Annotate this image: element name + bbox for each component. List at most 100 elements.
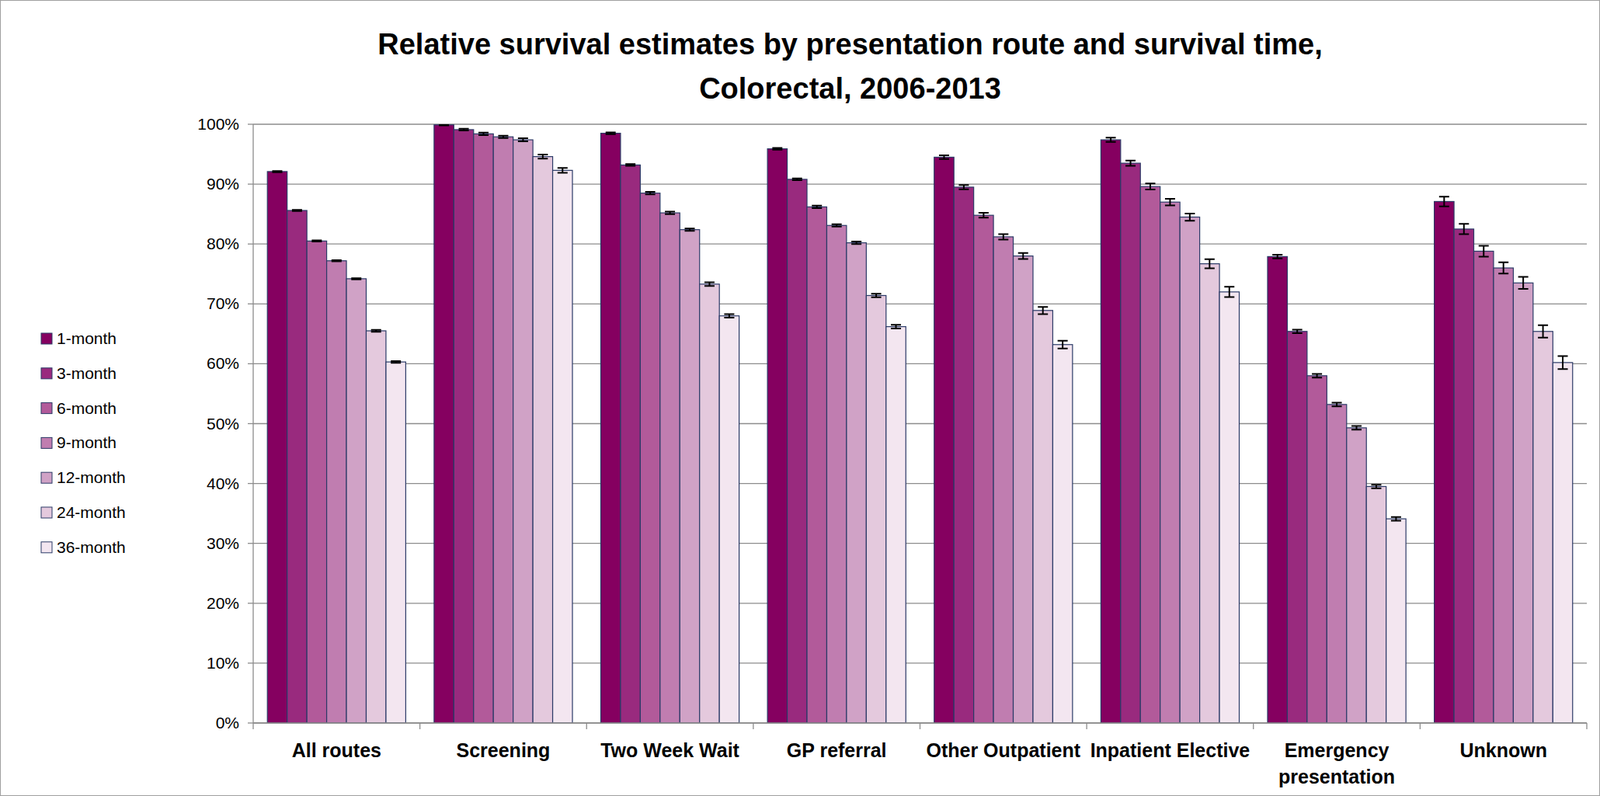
error-bar — [1057, 340, 1068, 349]
error-bar — [1165, 198, 1176, 206]
bar — [1307, 375, 1327, 724]
y-tick — [247, 303, 254, 305]
error-bar — [311, 240, 322, 243]
error-bar — [1292, 329, 1303, 334]
legend-swatch — [41, 472, 53, 484]
error-bar — [459, 128, 470, 131]
bar — [600, 133, 620, 724]
y-tick — [247, 722, 254, 724]
bar — [434, 125, 454, 724]
bar — [1366, 486, 1386, 724]
legend-swatch — [41, 542, 53, 554]
error-bar — [1458, 223, 1469, 234]
x-tick — [586, 723, 588, 730]
error-bar — [1537, 325, 1548, 338]
y-tick — [247, 243, 254, 245]
error-bars — [271, 124, 1568, 521]
error-bar — [1272, 254, 1283, 259]
error-bar — [1106, 137, 1117, 142]
bar — [699, 284, 720, 724]
y-tick-label: 40% — [206, 474, 240, 493]
bar — [973, 215, 994, 724]
error-bar — [537, 154, 548, 159]
bar — [1160, 201, 1180, 724]
error-bar — [704, 282, 715, 287]
x-tick — [1419, 723, 1421, 730]
x-tick — [1586, 723, 1587, 730]
error-bar — [1558, 355, 1569, 369]
x-tick-label-line: Screening — [456, 739, 551, 762]
error-bar — [978, 212, 989, 218]
bar — [1013, 256, 1034, 724]
error-bar — [1224, 286, 1235, 297]
x-tick — [752, 723, 754, 730]
x-tick-label-line: GP referral — [786, 739, 887, 762]
x-tick-label: GP referral — [786, 739, 887, 762]
legend: 1-month3-month6-month9-month12-month24-m… — [41, 329, 126, 557]
bar — [513, 139, 533, 724]
x-tick-label-line: Inpatient Elective — [1090, 739, 1251, 762]
y-tick-label: 50% — [206, 414, 240, 433]
error-bar — [292, 209, 303, 212]
legend-label: 24-month — [56, 503, 126, 522]
chart-frame — [0, 0, 1600, 796]
error-bar — [557, 167, 568, 173]
error-bar — [772, 147, 783, 150]
bar — [346, 278, 366, 724]
x-tick — [419, 723, 421, 730]
x-tick-label-line: Two Week Wait — [600, 739, 740, 762]
error-bar — [664, 212, 675, 215]
x-tick-label: Unknown — [1459, 739, 1548, 762]
error-bar — [958, 184, 969, 189]
y-tick — [247, 662, 254, 664]
bar — [326, 260, 347, 724]
bar — [993, 236, 1013, 724]
legend-label: 6-month — [56, 399, 117, 418]
error-bar — [518, 138, 529, 142]
x-tick-label: Two Week Wait — [600, 739, 740, 762]
bar — [787, 179, 807, 724]
legend-swatch — [41, 333, 53, 345]
y-axis — [252, 124, 254, 724]
error-bar — [478, 132, 489, 136]
y-tick-label: 0% — [215, 713, 240, 732]
error-bar — [871, 293, 882, 298]
error-bar — [1204, 259, 1215, 269]
x-tick-label: Emergencypresentation — [1278, 739, 1395, 788]
error-bar — [939, 155, 950, 160]
error-bar — [1332, 403, 1343, 407]
x-tick-label: All routes — [292, 739, 382, 762]
y-tick — [247, 123, 254, 125]
bar — [1552, 362, 1573, 724]
x-tick-label: Inpatient Elective — [1090, 739, 1251, 762]
y-tick-label: 90% — [206, 174, 240, 193]
bar — [934, 156, 954, 724]
error-bar — [1439, 196, 1450, 206]
x-tick-label-line: Unknown — [1459, 739, 1548, 762]
error-bar — [605, 132, 616, 134]
error-bar — [811, 205, 822, 209]
bar — [826, 225, 846, 724]
x-tick — [1085, 723, 1087, 730]
error-bar — [271, 170, 282, 173]
bar — [866, 295, 886, 724]
error-bar — [1125, 160, 1136, 167]
bars — [267, 125, 1573, 724]
bar — [493, 136, 513, 724]
error-bar — [1391, 517, 1402, 522]
grid — [253, 124, 1587, 724]
error-bar — [792, 178, 803, 181]
bar — [386, 361, 406, 724]
bar — [1267, 256, 1287, 724]
bar — [1120, 163, 1141, 724]
error-bar — [1037, 306, 1048, 314]
error-bar — [390, 361, 401, 363]
error-bar — [890, 324, 901, 329]
y-tick-label: 60% — [206, 354, 240, 373]
error-bar — [1478, 246, 1489, 258]
bar — [532, 156, 553, 724]
y-tick-label: 20% — [206, 594, 240, 613]
error-bar — [1144, 183, 1155, 190]
x-tick-label-line: Emergency — [1284, 739, 1390, 762]
title-line: Relative survival estimates by presentat… — [377, 27, 1322, 61]
